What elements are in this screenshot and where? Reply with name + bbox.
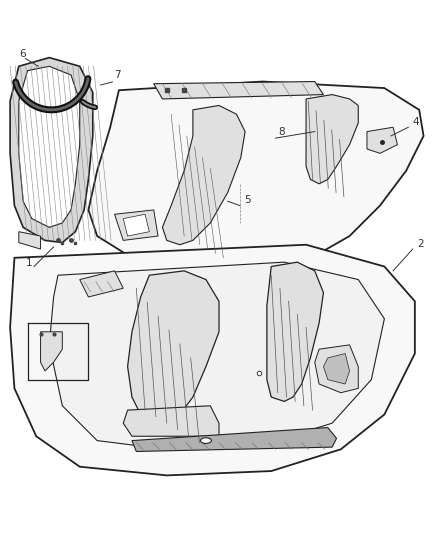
Polygon shape	[10, 58, 93, 243]
Polygon shape	[10, 245, 415, 475]
Polygon shape	[123, 214, 149, 236]
Ellipse shape	[201, 438, 212, 443]
Text: 6: 6	[19, 49, 25, 59]
Text: 2: 2	[417, 239, 424, 249]
Polygon shape	[80, 271, 123, 297]
Text: 4: 4	[413, 117, 419, 127]
Text: 1: 1	[25, 259, 32, 269]
Polygon shape	[41, 332, 62, 371]
Polygon shape	[367, 127, 397, 154]
Polygon shape	[323, 353, 350, 384]
Polygon shape	[115, 210, 158, 240]
Text: 8: 8	[278, 127, 284, 137]
Polygon shape	[127, 271, 219, 423]
Polygon shape	[49, 262, 385, 449]
Polygon shape	[306, 94, 358, 184]
Polygon shape	[154, 82, 323, 99]
Polygon shape	[315, 345, 358, 393]
Text: 5: 5	[244, 196, 251, 205]
Text: 7: 7	[115, 70, 121, 80]
Polygon shape	[88, 82, 424, 262]
Polygon shape	[123, 406, 219, 436]
Polygon shape	[19, 66, 80, 228]
Polygon shape	[267, 262, 323, 401]
Polygon shape	[19, 232, 41, 249]
Polygon shape	[162, 106, 245, 245]
Polygon shape	[132, 427, 336, 451]
